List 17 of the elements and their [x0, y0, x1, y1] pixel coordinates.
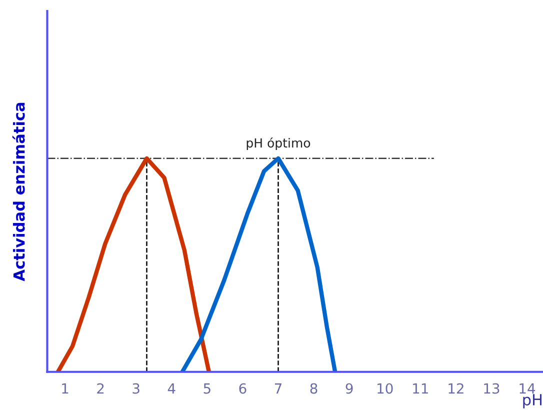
x-tick-label: 14	[520, 383, 536, 394]
x-tick-label: 3	[132, 383, 140, 394]
x-axis-title: pH	[523, 394, 542, 408]
x-tick-label: 10	[378, 383, 393, 394]
x-tick-label: 8	[310, 383, 318, 394]
annotation: pH óptimo	[246, 137, 310, 150]
x-tick-label: 7	[274, 383, 282, 394]
x-tick-label: 6	[239, 383, 246, 394]
x-tick-label: 1	[62, 383, 68, 394]
x-tick-label: 11	[413, 383, 428, 394]
x-tick-label: 12	[448, 383, 464, 394]
y-axis-title: Actividad enzimática	[12, 102, 25, 282]
x-tick-label: 2	[97, 383, 104, 394]
x-tick-label: 13	[484, 383, 500, 394]
x-tick-label: 9	[346, 383, 353, 394]
x-tick-label: 4	[168, 383, 176, 394]
x-tick-label: 5	[204, 383, 210, 394]
